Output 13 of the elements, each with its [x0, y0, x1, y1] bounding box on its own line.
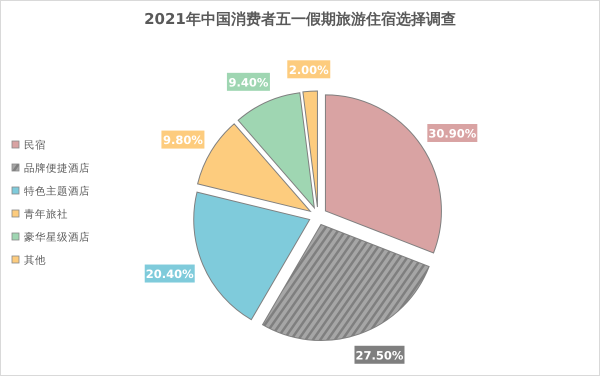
- legend-label: 青年旅社: [24, 208, 68, 220]
- data-label: 30.90%: [428, 126, 477, 140]
- data-label: 9.40%: [228, 75, 269, 90]
- legend-label: 豪华星级酒店: [24, 230, 90, 244]
- legend-label: 其他: [24, 254, 46, 266]
- data-label: 2.00%: [288, 62, 330, 77]
- legend-label: 民宿: [24, 138, 46, 152]
- legend-label: 特色主题酒店: [24, 184, 90, 198]
- chart-title: 2021年中国消费者五一假期旅游住宿选择调查: [144, 10, 456, 28]
- data-label: 20.40%: [146, 267, 194, 282]
- data-label: 9.80%: [162, 133, 204, 148]
- data-label: 27.50%: [356, 348, 404, 362]
- legend-label: 品牌便捷酒店: [24, 162, 90, 174]
